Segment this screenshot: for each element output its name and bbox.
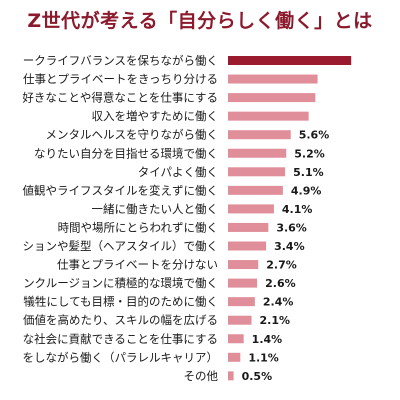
bar <box>228 74 318 84</box>
bar <box>228 93 316 103</box>
category-label: その他 <box>184 369 219 383</box>
bar <box>228 111 309 121</box>
bar <box>228 56 352 65</box>
value-label: 5.6% <box>299 129 330 142</box>
category-label: な社会に貢献できることを仕事にする <box>23 332 218 346</box>
value-label: 4.1% <box>282 203 313 216</box>
value-label: 1.1% <box>248 351 279 364</box>
category-label: 一緒に働きたい人と働く <box>92 202 219 216</box>
value-label: 5.2% <box>294 147 325 160</box>
value-label: 2.4% <box>263 296 294 309</box>
category-label: 仕事とプライベートをきっちり分ける <box>23 72 218 86</box>
bar <box>228 278 258 288</box>
category-label: 値観やライフスタイルを変えずに働く <box>23 183 219 197</box>
bar <box>228 167 286 177</box>
bar <box>228 241 267 251</box>
value-label: 1.4% <box>252 333 283 346</box>
value-label: 3.4% <box>274 240 305 253</box>
category-label: タイパよく働く <box>138 165 218 179</box>
value-label: 2.7% <box>266 259 297 272</box>
bar <box>228 204 274 214</box>
value-label: 2.6% <box>265 277 296 290</box>
category-label: 犠牲にしても目標・目的のために働く <box>23 295 218 309</box>
bar <box>228 297 255 307</box>
category-label: ークライフバランスを保ちながら働く <box>23 54 218 68</box>
category-label: なりたい自分を目指せる環境で働く <box>34 146 218 160</box>
value-label: 0.5% <box>242 370 273 383</box>
value-label: 3.6% <box>276 221 307 234</box>
chart-title: Z世代が考える「自分らしく働く」とは <box>27 10 373 32</box>
category-label: 価値を高めたり、スキルの幅を広げる <box>23 313 218 327</box>
bar <box>228 315 252 325</box>
category-label: ションや髪型（ヘアスタイル）で働く <box>23 239 219 253</box>
value-label: 4.9% <box>291 184 322 197</box>
value-label: 2.1% <box>260 314 291 327</box>
bar <box>228 222 269 232</box>
category-label: をしながら働く（パラレルキャリア） <box>23 350 219 364</box>
category-label: 収入を増やすために働く <box>92 109 219 123</box>
category-label: メンタルヘルスを守りながら働く <box>46 128 219 142</box>
bar <box>228 334 244 344</box>
bar <box>228 130 291 140</box>
bar <box>228 260 259 270</box>
category-label: ンクルージョンに積極的な環境で働く <box>23 276 218 290</box>
bar <box>228 185 283 195</box>
bar <box>228 352 241 362</box>
value-label: 5.1% <box>293 166 324 179</box>
category-label: 仕事とプライベートを分けない <box>57 258 218 272</box>
bar <box>228 371 234 381</box>
category-label: 好きなことや得意なことを仕事にする <box>22 91 218 105</box>
category-label: 時間や場所にとらわれずに働く <box>58 220 218 234</box>
bar <box>228 148 287 158</box>
